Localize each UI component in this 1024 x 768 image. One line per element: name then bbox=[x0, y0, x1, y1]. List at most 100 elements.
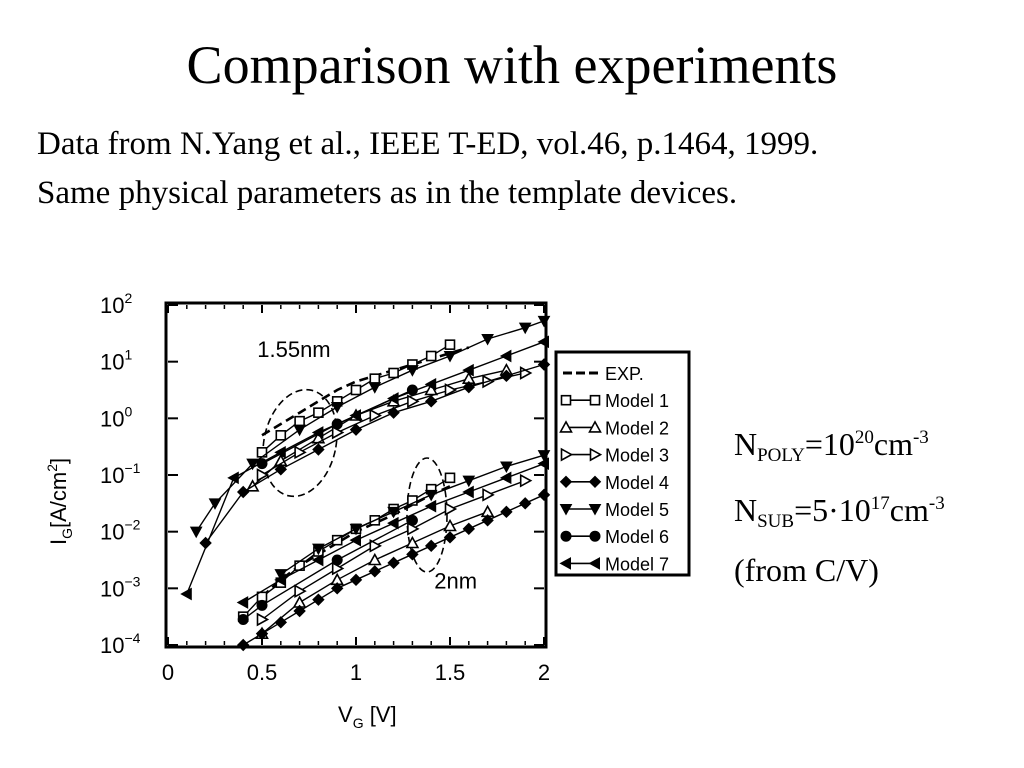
data-point bbox=[189, 526, 203, 539]
data-point bbox=[444, 472, 456, 484]
data-point bbox=[331, 554, 343, 566]
legend-marker bbox=[559, 475, 573, 489]
nsub-line: NSUB=5·1017cm-3 bbox=[734, 492, 945, 532]
x-axis-label: VG [V] bbox=[338, 702, 397, 731]
legend-marker bbox=[588, 557, 600, 570]
data-point bbox=[236, 485, 250, 499]
series-model-1-2nm bbox=[237, 472, 456, 622]
y-tick-label: 10−3 bbox=[100, 573, 141, 601]
data-point bbox=[275, 430, 287, 441]
data-point bbox=[537, 315, 551, 328]
series-model-5-1-55nm bbox=[189, 315, 551, 539]
data-point bbox=[537, 488, 551, 502]
subtitle-line-2: Same physical parameters as in the templ… bbox=[37, 175, 738, 211]
legend-item-model-1: Model 1 bbox=[560, 391, 669, 411]
data-point bbox=[313, 407, 324, 418]
data-point bbox=[367, 552, 382, 566]
x-tick-label: 1.5 bbox=[435, 660, 466, 685]
series-line bbox=[205, 363, 545, 544]
legend-marker bbox=[589, 530, 601, 542]
data-point bbox=[500, 461, 513, 474]
legend-marker bbox=[560, 394, 572, 406]
data-point bbox=[500, 505, 513, 519]
data-point bbox=[444, 339, 456, 350]
series-model-5-2nm bbox=[274, 450, 551, 581]
legend-marker bbox=[560, 447, 574, 462]
legend-item-model-4: Model 4 bbox=[559, 473, 669, 493]
data-point bbox=[349, 523, 363, 536]
data-point bbox=[424, 377, 437, 391]
legend-item-model-3: Model 3 bbox=[560, 446, 669, 466]
data-point bbox=[349, 423, 363, 436]
series-line bbox=[242, 519, 413, 621]
data-point bbox=[369, 538, 382, 553]
data-point bbox=[331, 425, 345, 440]
data-point bbox=[407, 394, 420, 409]
from-cv-note: (from C/V) bbox=[734, 552, 879, 588]
annotations-layer: 1.55nm 2nm bbox=[257, 337, 477, 593]
data-point bbox=[349, 573, 363, 587]
series-model-7-2nm bbox=[236, 457, 549, 609]
x-tick-label: 2 bbox=[538, 660, 550, 685]
data-point bbox=[256, 599, 268, 611]
y-tick-label: 102 bbox=[100, 290, 132, 318]
data-point bbox=[237, 614, 249, 625]
series-model-7-1-55nm bbox=[180, 335, 549, 601]
data-point bbox=[481, 514, 494, 527]
series-line bbox=[242, 477, 451, 618]
legend-marker bbox=[588, 504, 602, 516]
legend-marker bbox=[588, 475, 602, 489]
data-point bbox=[407, 521, 420, 536]
data-point bbox=[293, 604, 306, 618]
data-point bbox=[369, 408, 382, 423]
plot-frame bbox=[164, 301, 548, 649]
legend-marker bbox=[559, 557, 571, 570]
x-tick-label: 0.5 bbox=[247, 660, 278, 685]
data-point bbox=[500, 369, 513, 383]
data-point bbox=[443, 351, 457, 363]
data-point bbox=[208, 498, 222, 510]
data-point bbox=[406, 365, 419, 377]
data-point bbox=[350, 384, 362, 396]
data-point bbox=[406, 548, 419, 561]
data-point bbox=[330, 582, 344, 595]
series-line bbox=[242, 463, 545, 604]
data-point bbox=[462, 380, 476, 394]
legend-label: Model 3 bbox=[605, 446, 669, 466]
data-point bbox=[246, 458, 259, 471]
legend-marker bbox=[589, 394, 601, 406]
legend-label: Model 5 bbox=[605, 500, 669, 520]
x-tick-label: 0 bbox=[162, 660, 174, 685]
data-point bbox=[331, 534, 343, 546]
data-point bbox=[256, 468, 270, 482]
legend-item-model-7: Model 7 bbox=[559, 554, 669, 574]
data-point bbox=[518, 322, 532, 335]
data-point bbox=[424, 382, 439, 396]
y-tick-label: 101 bbox=[100, 347, 132, 375]
y-axis-label: IG[A/cm2] bbox=[44, 458, 75, 545]
data-point bbox=[331, 561, 345, 576]
data-point bbox=[387, 516, 399, 530]
npoly-line: NPOLY=1020cm-3 bbox=[734, 426, 929, 466]
data-point bbox=[274, 463, 288, 476]
subtitle-line-1: Data from N.Yang et al., IEEE T-ED, vol.… bbox=[37, 126, 819, 162]
y-tick-label: 10−1 bbox=[100, 460, 141, 488]
legend-label: Model 4 bbox=[605, 473, 669, 493]
data-point bbox=[462, 475, 476, 488]
doping-parameters: NPOLY=1020cm-3 NSUB=5·1017cm-3 (from C/V… bbox=[734, 414, 945, 594]
data-point bbox=[387, 506, 400, 519]
data-point bbox=[424, 395, 438, 408]
data-point bbox=[227, 471, 239, 485]
series-model-3-2nm bbox=[256, 473, 533, 627]
data-point bbox=[424, 489, 438, 502]
legend-label: EXP. bbox=[605, 364, 644, 384]
legend-marker bbox=[559, 504, 573, 516]
data-point bbox=[330, 402, 344, 414]
legend-marker bbox=[588, 420, 602, 433]
data-point bbox=[388, 367, 399, 379]
ellipse-1-55nm-group bbox=[262, 388, 338, 498]
series-line bbox=[280, 454, 545, 575]
legend-item-exp: EXP. bbox=[563, 364, 644, 384]
data-point bbox=[481, 334, 494, 346]
